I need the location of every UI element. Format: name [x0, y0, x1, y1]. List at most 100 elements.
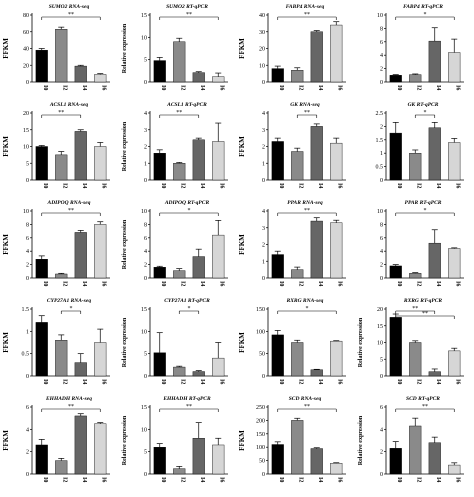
- y-axis-label: FFKM: [238, 332, 246, 353]
- bar: [35, 259, 48, 279]
- y-tick-label: 15: [141, 307, 147, 313]
- chart-panel: SCD RNA-seq FFKM 0 50 100 150 200 250 I0 I2 I4 I6 **: [238, 396, 346, 482]
- y-tick-label: 4: [144, 249, 147, 255]
- y-axis-label: FFKM: [2, 136, 10, 157]
- bar: [271, 334, 284, 377]
- bar: [35, 49, 48, 83]
- y-tick-label: 0: [144, 276, 147, 282]
- y-tick-label: 10: [377, 13, 383, 19]
- chart-panel: SCD RT-qPCR Relative expression 0 2 4 6 I0 I2 I4…: [358, 396, 464, 482]
- y-tick-label: 6: [380, 405, 383, 411]
- x-tick-label: I6: [454, 281, 460, 286]
- bar: [94, 74, 107, 83]
- chart-title: FABP4 RNA-seq: [286, 4, 325, 10]
- x-tick-label: I4: [199, 85, 205, 90]
- bar: [448, 350, 461, 377]
- x-tick-label: I4: [435, 477, 441, 482]
- bar: [448, 464, 461, 475]
- y-tick-label: 100: [256, 329, 265, 335]
- y-axis-label: Relative expression: [122, 317, 128, 367]
- y-tick-label: 30: [259, 30, 265, 36]
- x-tick-label: I4: [81, 477, 87, 482]
- x-tick-label: I0: [396, 379, 402, 384]
- y-tick-label: 1: [144, 161, 147, 167]
- y-tick-label: 4: [262, 111, 265, 117]
- bar: [212, 357, 225, 377]
- bar: [74, 362, 87, 377]
- chart-panel: ADIPOQ RT-qPCR Relative expression 0 2 4 6 8 10…: [122, 200, 228, 286]
- y-axis-label: FFKM: [2, 38, 10, 59]
- bar: [192, 256, 205, 279]
- y-tick-label: 0: [380, 80, 383, 86]
- bar: [310, 369, 323, 377]
- chart-title: ACSL1 RT-qPCR: [166, 102, 207, 108]
- chart-panel: EHHADH RT-qPCR Relative expression 0 5 10 15 I…: [122, 396, 228, 482]
- y-tick-label: 20: [377, 307, 383, 313]
- y-tick-label: 0: [380, 374, 383, 380]
- chart-title: ADIPOQ RT-qPCR: [164, 200, 210, 206]
- chart-panel: CYP27A1 RNA-seq FFKM 0 0.5 1 1.5 I0 I2 I4 I6 *: [2, 298, 110, 384]
- chart-panel: ADIPOQ RNA-seq FFKM 0 2 4 6 8 10 I0 I2 I4 I6 **: [2, 200, 110, 286]
- significance-label: **: [186, 404, 192, 410]
- y-axis-label: Relative expression: [358, 317, 364, 367]
- y-tick-label: 2: [262, 145, 265, 151]
- x-tick-label: I6: [336, 281, 342, 286]
- x-tick-label: I2: [61, 183, 67, 188]
- y-tick-label: 10: [141, 209, 147, 215]
- bar: [153, 447, 166, 475]
- y-tick-label: 0: [26, 472, 29, 478]
- bar: [271, 68, 284, 83]
- x-tick-label: I2: [297, 477, 303, 482]
- y-tick-label: 2: [26, 450, 29, 456]
- x-tick-label: I4: [317, 379, 323, 384]
- chart-title: ACSL1 RNA-seq: [49, 102, 89, 108]
- x-tick-label: I4: [199, 183, 205, 188]
- bar: [74, 65, 87, 83]
- y-tick-label: 1: [26, 329, 29, 335]
- y-tick-label: 10: [259, 63, 265, 69]
- x-tick-label: I0: [160, 477, 166, 482]
- bar: [330, 142, 343, 181]
- bar: [94, 146, 107, 181]
- x-tick-label: I4: [435, 281, 441, 286]
- y-axis-label: FFKM: [2, 332, 10, 353]
- x-tick-label: I6: [454, 477, 460, 482]
- y-tick-label: 4: [380, 53, 383, 59]
- x-tick-label: I0: [396, 477, 402, 482]
- y-tick-label: 2: [26, 263, 29, 269]
- y-tick-label: 250: [256, 405, 265, 411]
- y-axis-label: Relative expression: [358, 415, 364, 465]
- significance-label: **: [68, 404, 74, 410]
- y-tick-label: 2.5: [376, 111, 384, 117]
- y-tick-label: 6: [380, 236, 383, 242]
- significance-label: *: [424, 208, 427, 214]
- x-tick-label: I2: [61, 85, 67, 90]
- bar: [55, 273, 68, 279]
- y-tick-label: 0: [262, 276, 265, 282]
- y-tick-label: 15: [377, 324, 383, 330]
- y-tick-label: 10: [23, 209, 29, 215]
- x-tick-label: I6: [336, 379, 342, 384]
- x-tick-label: I2: [179, 477, 185, 482]
- chart-panel: PPAR RNA-seq FFKM 0 1 2 3 4 I0 I2 I4 I6 **: [238, 200, 346, 286]
- x-tick-label: I6: [100, 477, 106, 482]
- y-tick-label: 15: [141, 13, 147, 19]
- x-tick-label: I4: [435, 85, 441, 90]
- y-axis-label: Relative expression: [122, 415, 128, 465]
- x-tick-label: I2: [179, 183, 185, 188]
- bar: [428, 127, 441, 181]
- y-tick-label: 5: [380, 357, 383, 363]
- bar: [153, 152, 166, 181]
- x-tick-label: I0: [396, 183, 402, 188]
- y-tick-label: 2: [144, 263, 147, 269]
- bar: [212, 444, 225, 475]
- bar: [192, 438, 205, 475]
- bar: [409, 425, 422, 475]
- y-tick-label: 2: [380, 263, 383, 269]
- bar: [212, 141, 225, 181]
- y-axis-label: FFKM: [2, 234, 10, 255]
- significance-label: *: [424, 12, 427, 18]
- bar: [310, 448, 323, 475]
